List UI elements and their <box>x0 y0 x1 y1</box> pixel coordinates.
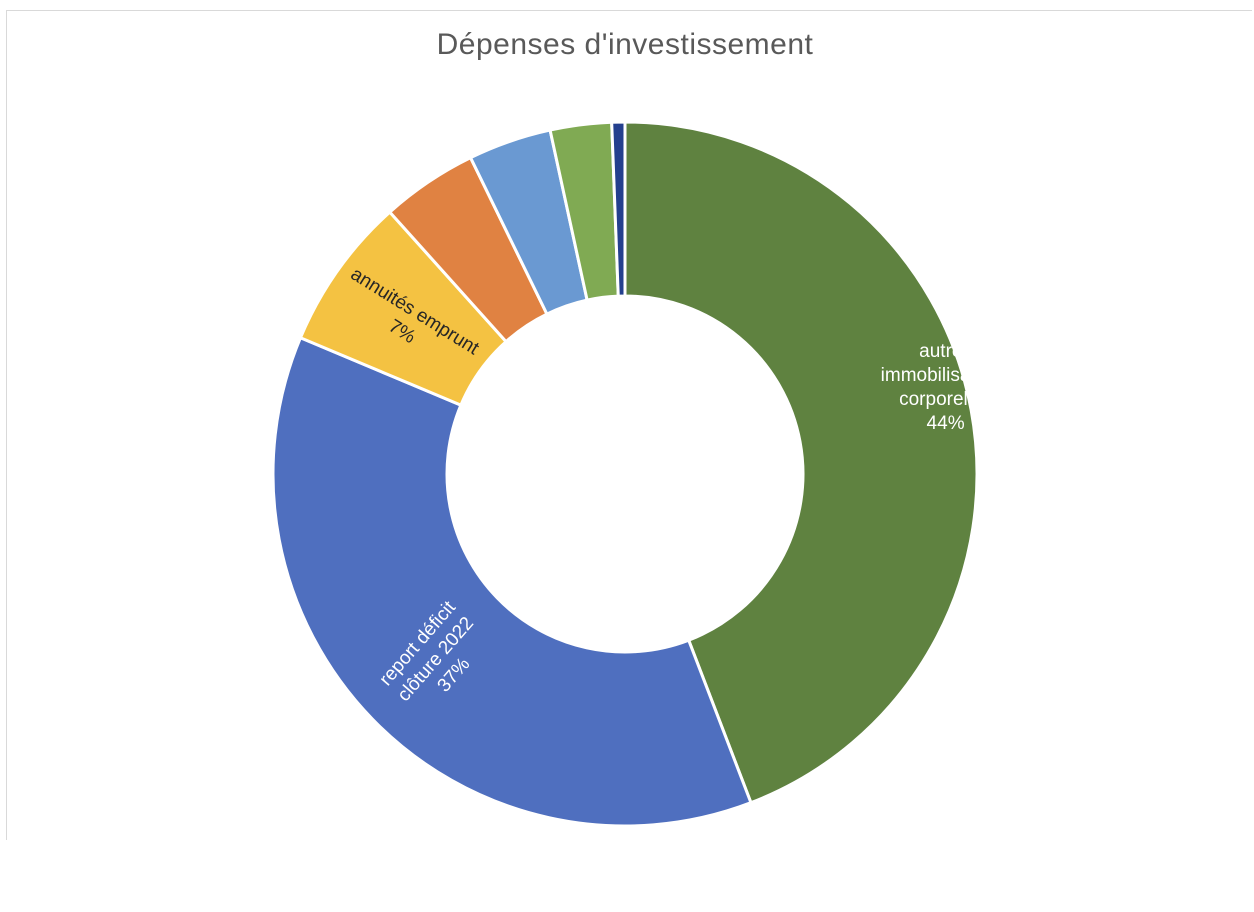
slice-label-line: immobilisations <box>881 365 1011 386</box>
slice-label-line: corporelles <box>899 389 992 410</box>
slice-label-line: autres <box>919 341 972 362</box>
chart-area <box>6 10 1252 840</box>
slice-label: autres immobilisations corporelles 44% <box>881 341 1011 434</box>
donut-slice <box>271 335 753 828</box>
donut-slice <box>623 120 979 805</box>
chart-title: Dépenses d'investissement <box>436 28 814 61</box>
slice-label-line: 44% <box>927 413 965 434</box>
donut-slice <box>610 120 627 298</box>
